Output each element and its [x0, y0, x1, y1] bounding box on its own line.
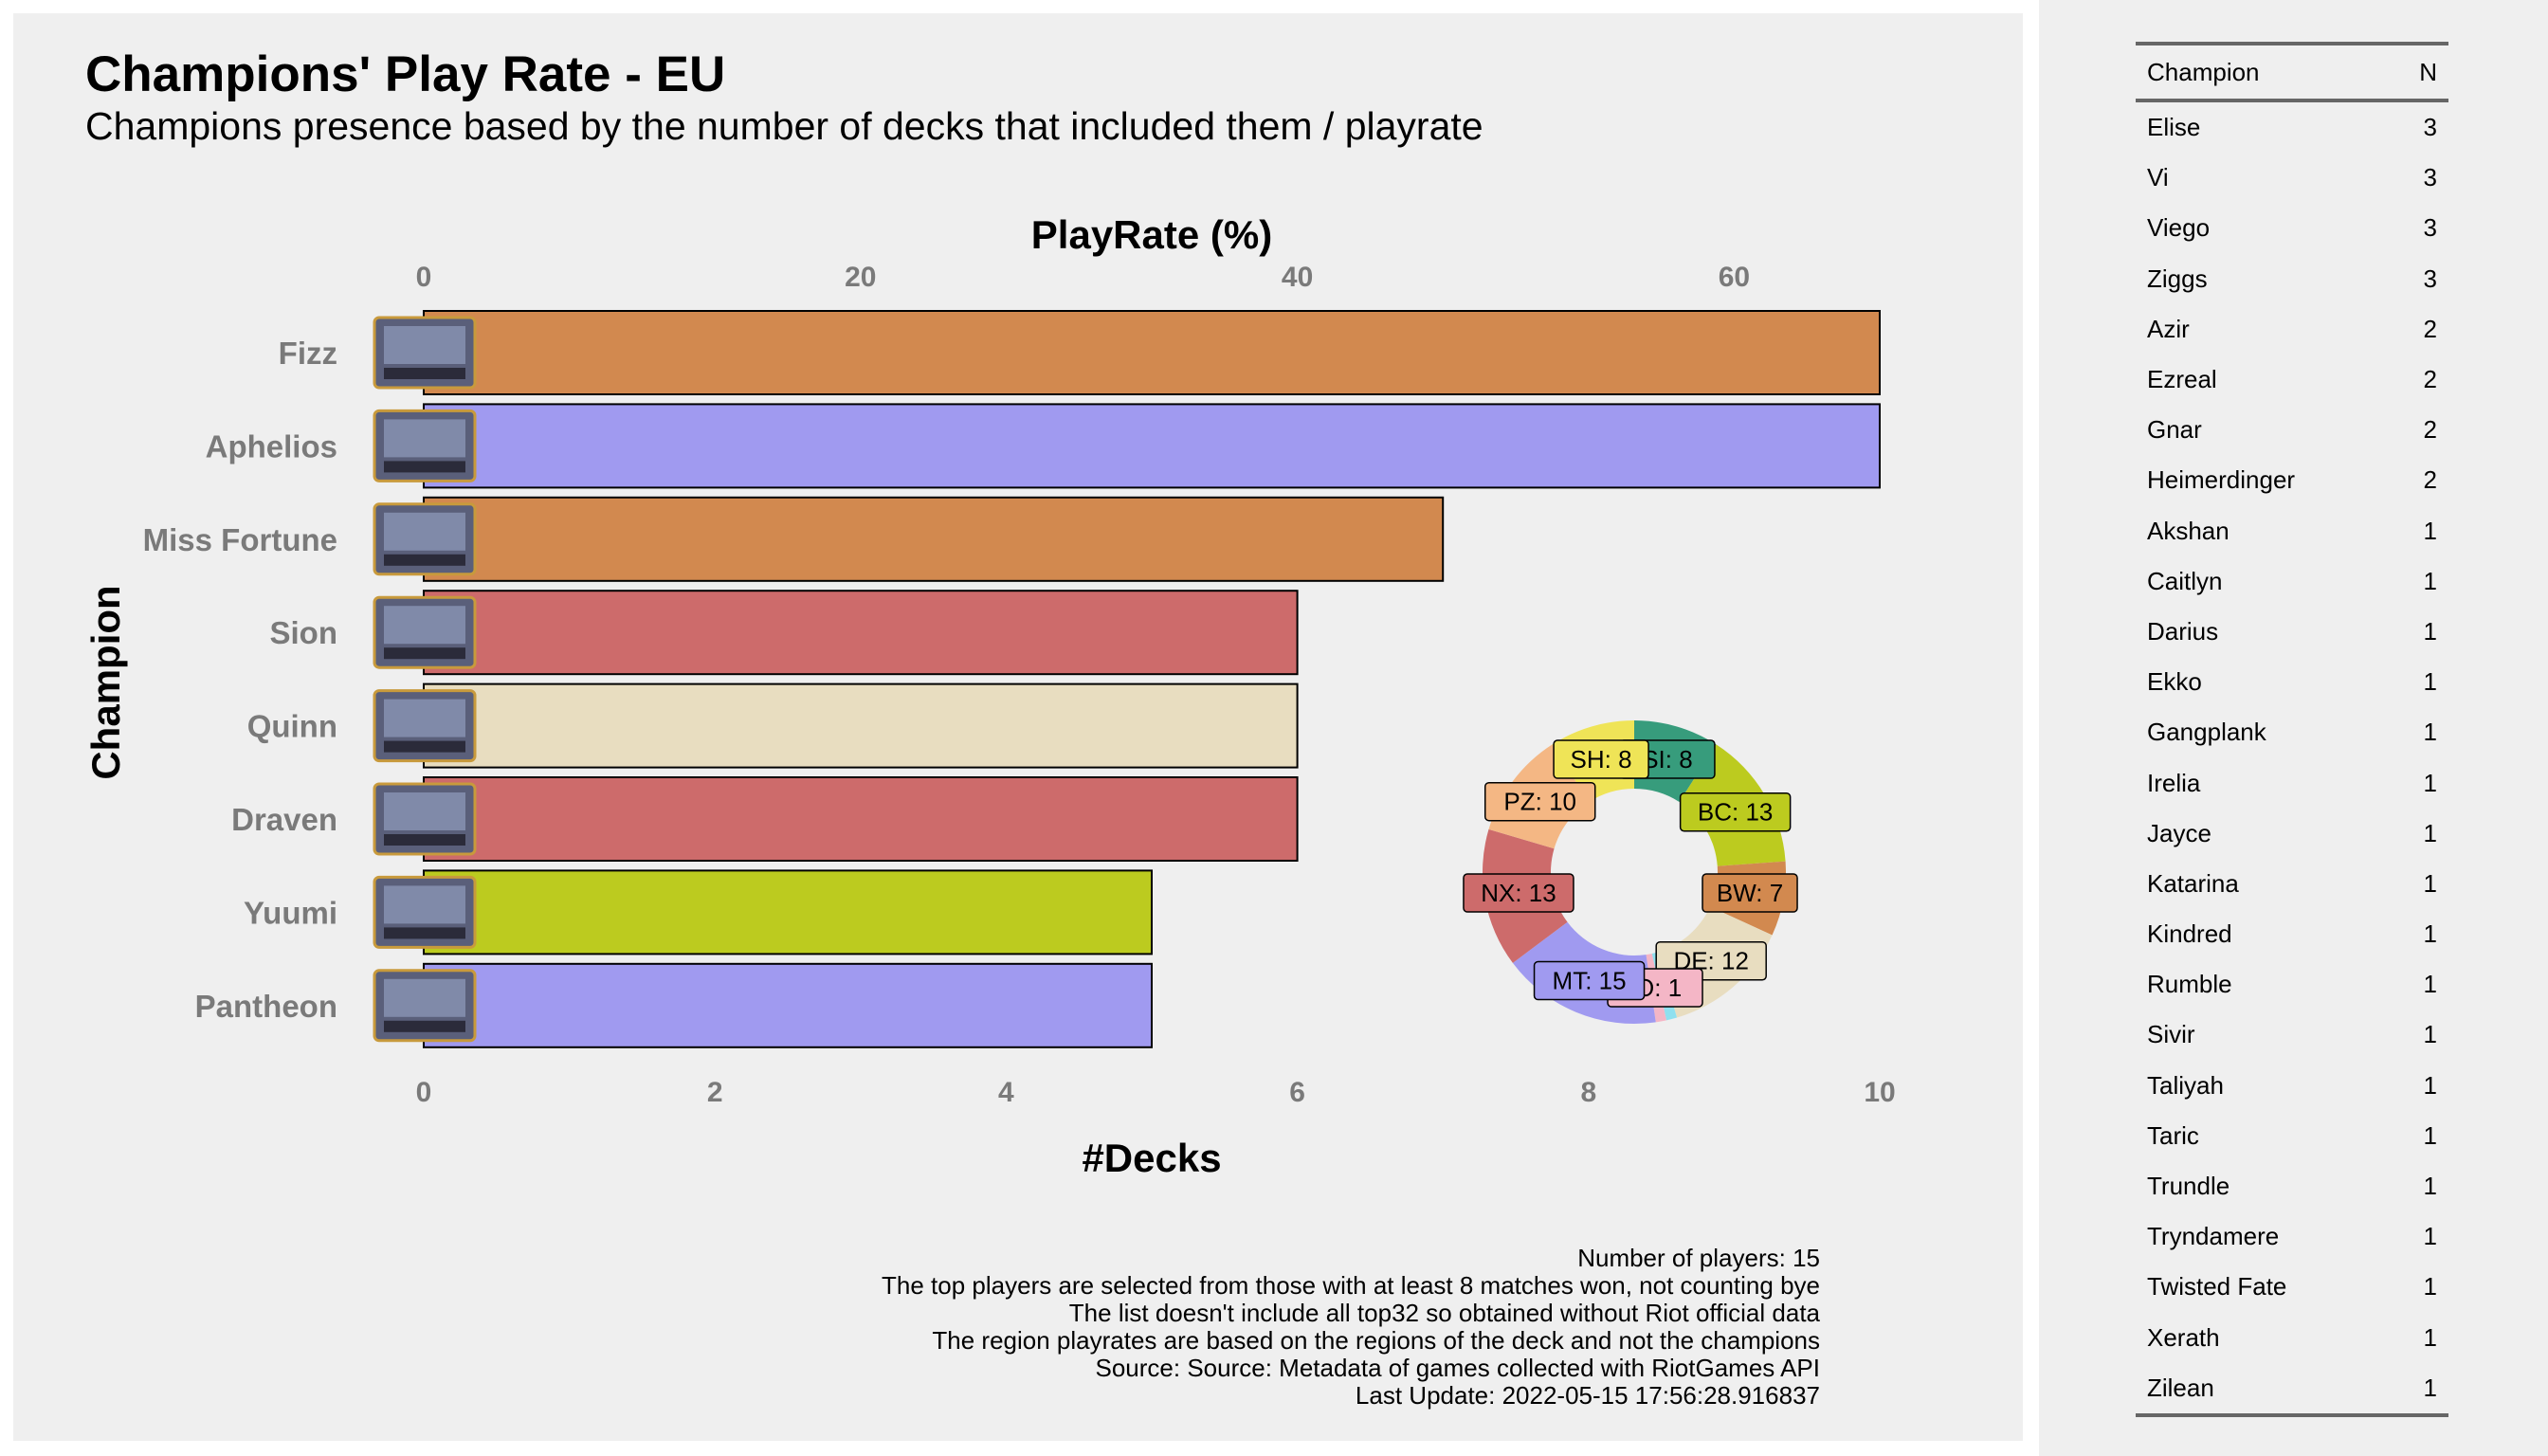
table-row: Jayce 1 [2136, 809, 2448, 859]
table-row: Akshan 1 [2136, 506, 2448, 556]
cell-count: 1 [2388, 1362, 2448, 1417]
table-row: Caitlyn 1 [2136, 556, 2448, 607]
cell-champion: Kindred [2147, 919, 2232, 949]
cell-count: 1 [2423, 1172, 2437, 1201]
cell-champion: Elise [2147, 113, 2201, 142]
cell-count: 1 [2423, 566, 2437, 595]
cell-champion: Ziggs [2147, 264, 2208, 293]
cell-count: 1 [2423, 516, 2437, 545]
table-row: Azir 2 [2136, 304, 2448, 355]
cell-count: 1 [2423, 1070, 2437, 1100]
cell-champion: Taliyah [2147, 1070, 2224, 1100]
cell-champion: Twisted Fate [2147, 1272, 2287, 1301]
cell-champion: Ekko [2147, 667, 2202, 697]
cell-champion: Caitlyn [2147, 566, 2223, 595]
footnote-line: Source: Source: Metadata of games collec… [1095, 1354, 1821, 1382]
table-row: Elise 3 [2136, 100, 2448, 153]
cell-count: 1 [2423, 718, 2437, 747]
cell-champion: Akshan [2147, 516, 2230, 545]
table-row: Sivir 1 [2136, 1010, 2448, 1060]
side-panel [2039, 0, 2548, 1456]
footnotes: Number of players: 15 The top players ar… [882, 1245, 1820, 1410]
table-row: Ziggs 3 [2136, 254, 2448, 304]
cell-count: 1 [2423, 919, 2437, 949]
footnote-line: Number of players: 15 [1577, 1244, 1820, 1272]
cell-champion: Tryndamere [2147, 1222, 2280, 1251]
table-row: Katarina 1 [2136, 859, 2448, 909]
table-header-row: Champion N [2136, 42, 2448, 102]
cell-champion: Ezreal [2147, 365, 2217, 394]
table-row: Kindred 1 [2136, 909, 2448, 959]
column-header-champion: Champion [2136, 42, 2389, 102]
cell-champion: Gnar [2147, 415, 2202, 445]
cell-count: 3 [2423, 213, 2437, 243]
table-row: Rumble 1 [2136, 959, 2448, 1010]
cell-champion: Azir [2147, 314, 2190, 343]
table-row: Gangplank 1 [2136, 707, 2448, 757]
chart-title: Champions' Play Rate - EU [85, 46, 726, 102]
champion-count-table: Champion N Elise 3 Vi 3 Viego 3 Ziggs 3 Azir 2 Ezr… [2136, 42, 2448, 1417]
table-row: Twisted Fate 1 [2136, 1262, 2448, 1312]
cell-count: 3 [2423, 163, 2437, 192]
cell-count: 1 [2423, 1120, 2437, 1150]
cell-count: 1 [2423, 970, 2437, 999]
footnote-line: The list doesn't include all top32 so ob… [1068, 1299, 1820, 1327]
table-row: Gnar 2 [2136, 405, 2448, 455]
cell-count: 2 [2423, 465, 2437, 495]
cell-count: 1 [2423, 1222, 2437, 1251]
cell-champion: Rumble [2147, 970, 2232, 999]
table-row: Viego 3 [2136, 203, 2448, 253]
table-row: Irelia 1 [2136, 757, 2448, 808]
footnote-line: The top players are selected from those … [882, 1271, 1820, 1300]
table-row: Darius 1 [2136, 607, 2448, 657]
cell-count: 1 [2423, 616, 2437, 646]
cell-count: 2 [2423, 415, 2437, 445]
cell-count: 1 [2423, 1272, 2437, 1301]
cell-champion: Xerath [2147, 1322, 2220, 1352]
table-row: Taliyah 1 [2136, 1061, 2448, 1111]
cell-count: 1 [2423, 1020, 2437, 1049]
cell-count: 1 [2423, 868, 2437, 898]
table-row: Ezreal 2 [2136, 355, 2448, 405]
footnote-line: The region playrates are based on the re… [932, 1326, 1820, 1355]
cell-champion: Zilean [2136, 1362, 2389, 1417]
cell-count: 2 [2423, 314, 2437, 343]
table-row: Heimerdinger 2 [2136, 455, 2448, 505]
chart-subtitle: Champions presence based by the number o… [85, 104, 1483, 148]
table-row: Xerath 1 [2136, 1313, 2448, 1363]
cell-count: 2 [2423, 365, 2437, 394]
cell-count: 3 [2423, 113, 2437, 142]
table-row: Tryndamere 1 [2136, 1211, 2448, 1262]
table-row: Ekko 1 [2136, 657, 2448, 707]
cell-champion: Sivir [2147, 1020, 2195, 1049]
cell-count: 1 [2423, 667, 2437, 697]
cell-champion: Viego [2147, 213, 2211, 243]
cell-champion: Taric [2147, 1120, 2199, 1150]
footnote-line: Last Update: 2022-05-15 17:56:28.916837 [1355, 1381, 1820, 1410]
cell-champion: Gangplank [2147, 718, 2266, 747]
cell-count: 1 [2423, 768, 2437, 797]
cell-count: 1 [2423, 818, 2437, 847]
cell-champion: Heimerdinger [2147, 465, 2296, 495]
cell-champion: Irelia [2147, 768, 2201, 797]
table-row: Zilean 1 [2136, 1362, 2448, 1417]
cell-champion: Trundle [2147, 1172, 2230, 1201]
cell-count: 3 [2423, 264, 2437, 293]
cell-champion: Katarina [2147, 868, 2239, 898]
chart-panel [13, 13, 2023, 1441]
cell-champion: Vi [2147, 163, 2169, 192]
table-row: Trundle 1 [2136, 1161, 2448, 1211]
cell-count: 1 [2423, 1322, 2437, 1352]
table-row: Vi 3 [2136, 153, 2448, 203]
table-row: Taric 1 [2136, 1111, 2448, 1161]
column-header-n: N [2388, 42, 2448, 102]
cell-champion: Darius [2147, 616, 2219, 646]
cell-champion: Jayce [2147, 818, 2211, 847]
